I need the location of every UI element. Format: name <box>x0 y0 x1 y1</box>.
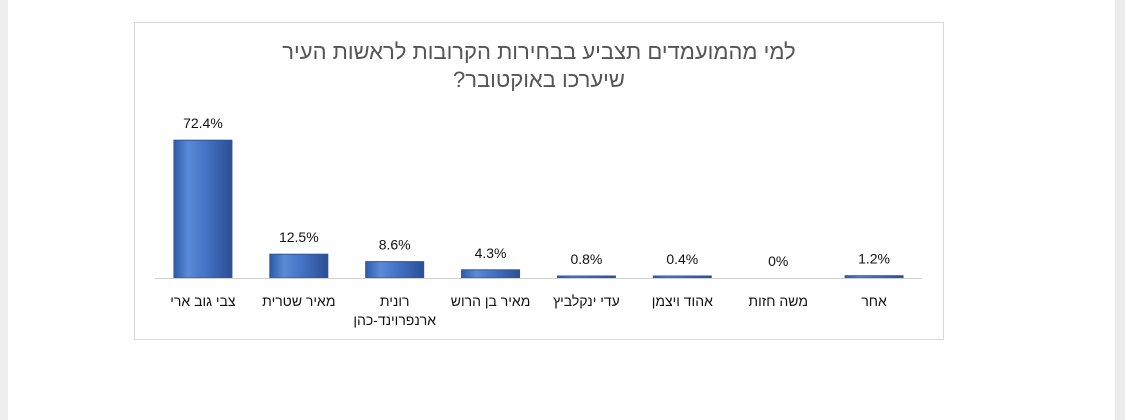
data-label-2: 8.6% <box>379 237 411 253</box>
chart-frame <box>134 22 944 340</box>
page-right-edge <box>1115 0 1125 420</box>
x-tick-label-5: אהוד ויצמן <box>652 293 713 309</box>
x-tick-label-1: מאיר שטרית <box>262 293 335 309</box>
data-labels-layer: 72.4% 12.5% 8.6% 4.3% 0.8% 0.4% 0% 1.2% <box>183 115 890 269</box>
data-label-4: 0.8% <box>570 251 602 267</box>
bar-1 <box>269 253 329 279</box>
data-label-1: 12.5% <box>279 229 319 245</box>
bars-layer <box>173 139 904 279</box>
bar-4 <box>556 275 616 279</box>
x-tick-label-0: צבי גוב ארי <box>170 293 236 309</box>
x-tick-label-6: משה חזות <box>748 293 808 309</box>
chart-title: למי מהמועמדים תצביע בבחירות הקרובות לראש… <box>134 38 944 94</box>
x-tick-label-3: מאיר בן הרוש <box>451 293 531 309</box>
bar-3 <box>461 269 521 279</box>
x-tick-label-7: אחר <box>861 293 887 309</box>
data-label-7: 1.2% <box>858 251 890 267</box>
x-tick-label-4: עדי ינקלביץ <box>553 293 620 309</box>
data-label-5: 0.4% <box>666 251 698 267</box>
data-label-6: 0% <box>768 253 788 269</box>
bar-7 <box>844 275 904 279</box>
bar-0 <box>173 139 233 279</box>
bar-5 <box>652 275 712 279</box>
x-tick-label-2: רונית ארנפרוינד-כהן <box>353 293 436 328</box>
data-label-0: 72.4% <box>183 115 223 131</box>
bar-2 <box>365 261 425 279</box>
chart-title-line-2: שיערכו באוקטובר? <box>453 67 625 92</box>
x-tick-labels-layer: צבי גוב ארי מאיר שטרית רונית ארנפרוינד-כהן מ… <box>170 293 887 328</box>
chart-title-line-1: למי מהמועמדים תצביע בבחירות הקרובות לראש… <box>282 39 796 64</box>
data-label-3: 4.3% <box>475 245 507 261</box>
page-left-edge <box>0 0 8 420</box>
